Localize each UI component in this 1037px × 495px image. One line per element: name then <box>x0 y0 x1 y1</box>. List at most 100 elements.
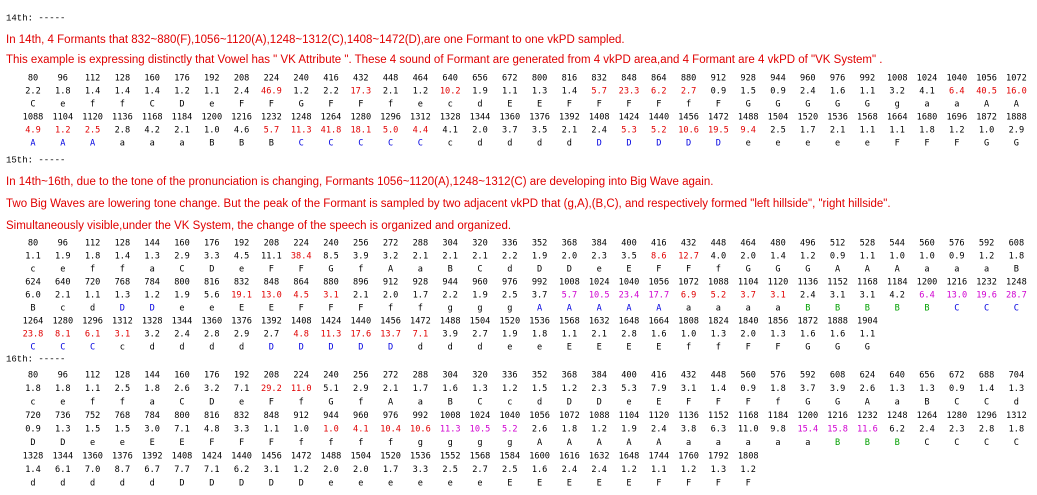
cell: 18.1 <box>350 126 371 136</box>
cell: 1808 <box>678 317 699 327</box>
cell: F <box>656 100 661 110</box>
cell: 1456 <box>261 452 282 462</box>
cell: 2.6 <box>860 384 876 394</box>
cell: G <box>746 265 751 275</box>
cell: E <box>626 479 631 489</box>
cell: 6.4 <box>949 87 965 97</box>
cell: c <box>507 398 512 408</box>
cell: 2.9 <box>1009 126 1025 136</box>
cell: 1.3 <box>144 252 160 262</box>
cell: 976 <box>830 74 846 84</box>
cell: e <box>90 438 95 448</box>
cell: 624 <box>860 371 876 381</box>
cell: 784 <box>144 278 160 288</box>
cell: e <box>448 479 453 489</box>
cell: 2.1 <box>442 252 458 262</box>
cell: 1520 <box>380 452 401 462</box>
cell: 1.8 <box>919 126 935 136</box>
cell: F <box>716 100 721 110</box>
cell: 7.7 <box>174 465 190 475</box>
cell: A <box>60 139 66 149</box>
cell: 1648 <box>619 317 640 327</box>
cell: 2.3 <box>591 384 607 394</box>
cell: 23.4 <box>619 291 640 301</box>
cell: 1440 <box>648 113 669 123</box>
cell: 336 <box>502 371 518 381</box>
cell: C <box>924 438 929 448</box>
cell: 336 <box>502 239 518 249</box>
cell: 2.0 <box>472 126 488 136</box>
cell: D <box>239 479 244 489</box>
cell: 400 <box>621 371 637 381</box>
cell: 960 <box>472 278 488 288</box>
cell: 1.4 <box>979 384 995 394</box>
cell: 1.1 <box>204 87 220 97</box>
cell: E <box>656 398 661 408</box>
cell: 8.7 <box>115 465 131 475</box>
cell: 1056 <box>648 278 669 288</box>
cell: 944 <box>770 74 786 84</box>
cell: e <box>537 343 542 353</box>
cell: 5.7 <box>591 87 607 97</box>
cell: d <box>537 398 542 408</box>
cell: 2.8 <box>204 330 220 340</box>
cell: F <box>656 479 661 489</box>
cell: d <box>507 265 512 275</box>
cell: 992 <box>860 74 876 84</box>
cell: a <box>150 139 155 149</box>
cell: 9.8 <box>770 425 786 435</box>
cell: 2.5 <box>115 384 131 394</box>
cell: 1.2 <box>293 465 309 475</box>
cell: 4.1 <box>353 425 369 435</box>
cell: 10.4 <box>380 425 401 435</box>
cell: f <box>358 438 363 448</box>
cell: C <box>1014 304 1019 314</box>
cell: 3.1 <box>115 330 131 340</box>
cell: 4.1 <box>442 126 458 136</box>
cell: 624 <box>25 278 41 288</box>
cell: D <box>179 100 184 110</box>
cell: 3.7 <box>740 291 756 301</box>
cell: g <box>477 438 482 448</box>
cell: 1.1 <box>889 126 905 136</box>
cell: d <box>477 100 482 110</box>
cell: a <box>954 265 959 275</box>
section-label: 16th: ----- <box>6 354 65 364</box>
cell: D <box>209 479 214 489</box>
cell: 304 <box>442 239 458 249</box>
cell: 656 <box>472 74 488 84</box>
cell: 1072 <box>678 278 699 288</box>
cell: 4.0 <box>711 252 727 262</box>
cell: G <box>835 398 840 408</box>
cell: F <box>686 479 691 489</box>
cell: 160 <box>144 74 160 84</box>
cell: 1024 <box>470 411 491 421</box>
cell: F <box>269 398 274 408</box>
cell: 2.2 <box>25 87 41 97</box>
cell: 1632 <box>589 317 610 327</box>
cell: 640 <box>442 74 458 84</box>
cell: 1.8 <box>1009 252 1025 262</box>
cell: A <box>1014 100 1020 110</box>
cell: 1840 <box>738 317 759 327</box>
cell: 1568 <box>470 452 491 462</box>
cell: F <box>924 139 929 149</box>
cell: 288 <box>413 371 429 381</box>
cell: 560 <box>919 239 935 249</box>
cell: 5.0 <box>383 126 399 136</box>
cell: 2.3 <box>591 252 607 262</box>
cell: A <box>597 438 603 448</box>
cell: 976 <box>502 278 518 288</box>
cell: 576 <box>949 239 965 249</box>
cell: a <box>746 304 751 314</box>
cell: 1696 <box>946 113 967 123</box>
cell: 6.1 <box>85 330 101 340</box>
cell: 1.4 <box>25 465 41 475</box>
cell: e <box>597 265 602 275</box>
cell: D <box>150 304 155 314</box>
cell: 1.7 <box>413 291 429 301</box>
cell: 1312 <box>410 113 431 123</box>
cell: 29.2 <box>261 384 282 394</box>
cell: 1584 <box>499 452 520 462</box>
